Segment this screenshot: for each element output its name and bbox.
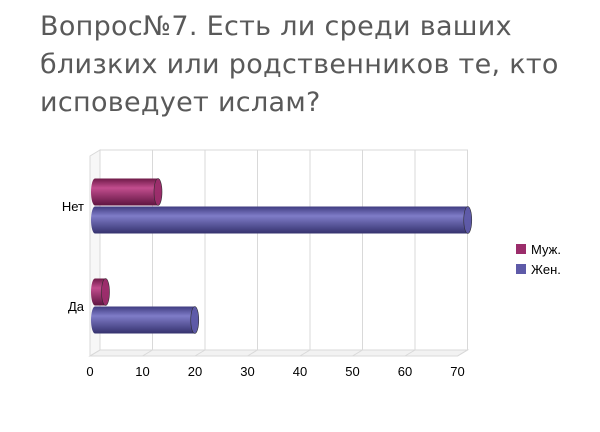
x-tick-label: 70	[450, 364, 464, 379]
x-tick-label: 40	[293, 364, 307, 379]
x-tick-label: 0	[86, 364, 93, 379]
x-tick-label: 50	[345, 364, 359, 379]
slide-title: Вопрос№7. Есть ли среди ваших близких ил…	[40, 11, 559, 118]
category-label: Нет	[62, 199, 84, 214]
bar	[91, 206, 473, 234]
x-tick-label: 30	[240, 364, 254, 379]
bar	[91, 278, 110, 306]
bar	[91, 306, 200, 334]
legend: Муж. Жен.	[516, 242, 561, 277]
x-axis-ticks: 0 10 20 30 40 50 60 70	[86, 364, 464, 379]
y-axis-categories: Нет Да	[62, 199, 85, 314]
x-tick-label: 10	[135, 364, 149, 379]
category-label: Да	[68, 299, 85, 314]
legend-label: Муж.	[531, 242, 561, 257]
legend-swatch	[516, 264, 526, 274]
x-tick-label: 20	[188, 364, 202, 379]
bars	[91, 178, 473, 334]
legend-label: Жен.	[531, 262, 561, 277]
x-tick-label: 60	[398, 364, 412, 379]
bar	[91, 178, 163, 206]
legend-swatch	[516, 244, 526, 254]
